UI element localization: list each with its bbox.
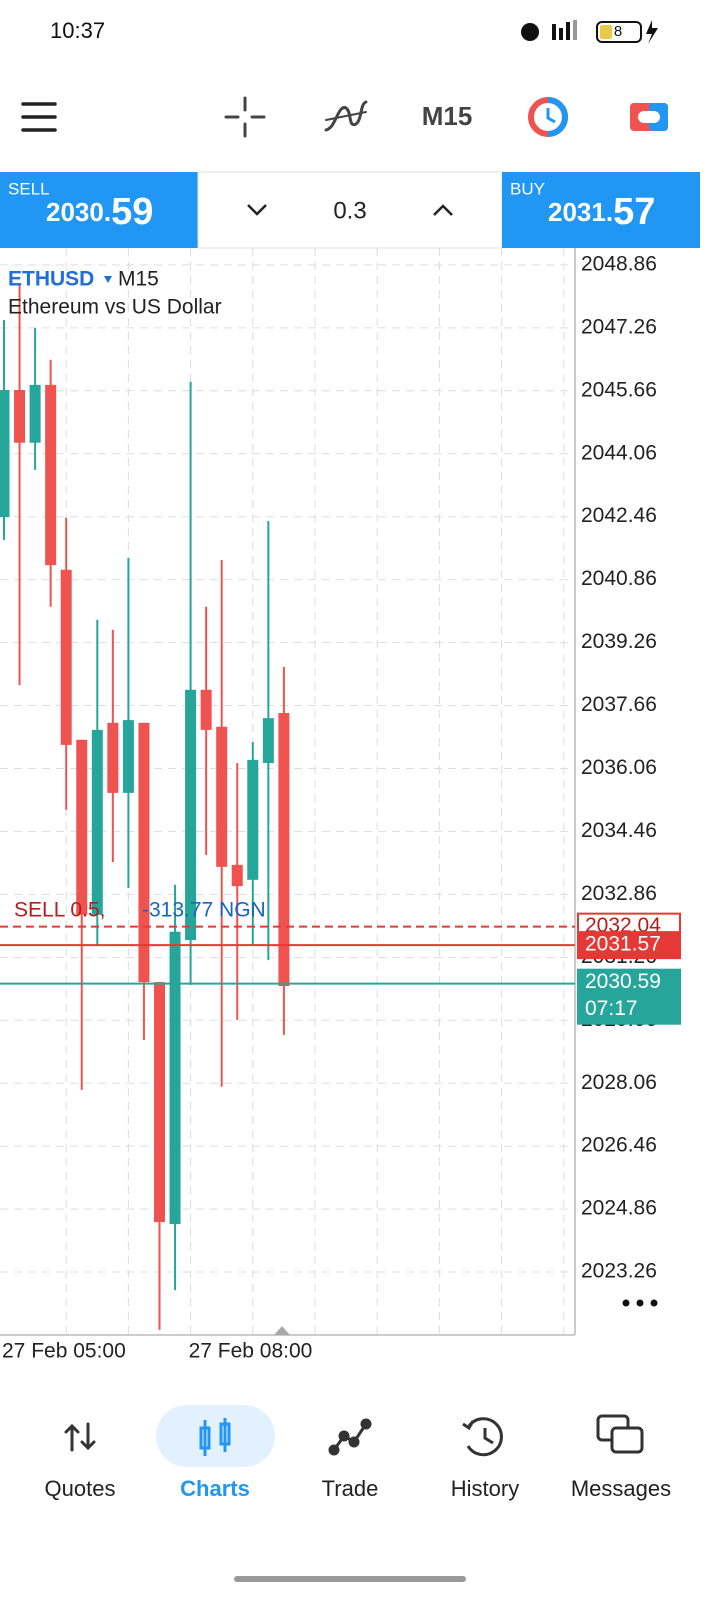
chart: 2048.86 2047.26 2045.66 2044.06 2042.46 2040.… <box>0 248 681 1363</box>
candle-body <box>278 713 290 987</box>
candle-body <box>107 722 119 793</box>
y-tick-label: 2039.26 <box>581 630 657 653</box>
more-button[interactable] <box>622 1299 658 1307</box>
symbol-description: Ethereum vs US Dollar <box>8 296 222 319</box>
y-tick-label: 2047.26 <box>581 315 657 338</box>
sell-label: SELL <box>8 179 50 198</box>
indicators-button[interactable] <box>324 100 368 132</box>
symbol[interactable]: ETHUSD <box>8 268 94 291</box>
y-tick-label: 2045.66 <box>581 378 657 401</box>
candle-body <box>169 931 181 1225</box>
nav-active-pill <box>156 1405 275 1467</box>
sell-button[interactable] <box>0 172 198 248</box>
candle-body <box>231 864 243 887</box>
y-tick-label: 2036.06 <box>581 756 657 779</box>
x-tick-label: 27 Feb 05:00 <box>2 1340 126 1363</box>
battery-level: 8 <box>614 23 622 40</box>
price-badge <box>577 968 681 1025</box>
volume-up[interactable] <box>433 204 453 216</box>
candle-body <box>185 689 197 941</box>
sell-price-main: 2030. <box>46 197 111 227</box>
volume-box <box>197 171 503 249</box>
buy-price: 2031.57 <box>548 191 655 233</box>
price-badge-timer: 07:17 <box>585 997 638 1020</box>
candle-body <box>60 569 72 745</box>
price-badge-value: 2031.57 <box>585 933 661 956</box>
candle-body <box>154 982 165 1223</box>
trade-mode-button[interactable] <box>528 97 568 137</box>
y-tick-label: 2026.46 <box>581 1134 657 1157</box>
buy-label: BUY <box>510 179 545 198</box>
y-tick-label: 2040.86 <box>581 567 657 590</box>
crosshair-button[interactable] <box>224 96 266 138</box>
candle-body <box>216 726 228 867</box>
menu-button[interactable] <box>21 102 57 132</box>
nav-icon-history <box>462 1417 503 1457</box>
y-tick-label: 2034.46 <box>581 819 657 842</box>
order-side: SELL 0.5, <box>14 899 105 922</box>
y-tick-label: 2028.06 <box>581 1071 657 1094</box>
y-tick-label: 2024.86 <box>581 1197 657 1220</box>
symbol-dropdown[interactable] <box>104 276 112 283</box>
candle-body <box>262 718 274 763</box>
bottom-nav: Quotes Charts Trade History Messages <box>45 1476 672 1501</box>
scroll-marker[interactable] <box>274 1326 290 1335</box>
timeframe-button[interactable]: M15 <box>422 101 473 131</box>
buy-price-pips: 57 <box>613 191 655 233</box>
y-tick-label: 2037.66 <box>581 693 657 716</box>
y-tick-label: 2032.86 <box>581 882 657 905</box>
nav-item[interactable]: Charts <box>180 1476 250 1501</box>
candle-body <box>200 689 212 730</box>
sell-price: 2030.59 <box>46 191 153 233</box>
status-time: 10:37 <box>50 18 105 43</box>
y-tick-label: 2048.86 <box>581 252 657 275</box>
volume-down[interactable] <box>247 204 267 216</box>
nav-icon-charts <box>199 1418 231 1456</box>
home-indicator <box>234 1576 466 1582</box>
candle-body <box>45 384 57 566</box>
nav-item[interactable]: History <box>451 1476 519 1501</box>
price-badge <box>577 931 681 960</box>
x-tick-label: 27 Feb 08:00 <box>189 1340 313 1363</box>
volume-value[interactable]: 0.3 <box>333 197 366 224</box>
y-tick-label: 2042.46 <box>581 504 657 527</box>
sell-price-pips: 59 <box>111 191 153 233</box>
nav-item[interactable]: Quotes <box>45 1476 116 1501</box>
nav-item[interactable]: Messages <box>571 1476 671 1501</box>
candle-body <box>138 722 150 983</box>
status-icons <box>521 20 658 44</box>
buy-price-main: 2031. <box>548 197 613 227</box>
candle-body <box>247 759 259 880</box>
y-tick-label: 2023.26 <box>581 1260 657 1283</box>
candle-body <box>14 390 26 443</box>
candle-body <box>76 739 88 915</box>
nav-icon-quotes <box>64 1422 96 1452</box>
candle-body <box>91 729 103 915</box>
candle-body <box>29 384 41 443</box>
nav-icon-messages <box>596 1414 644 1454</box>
nav-icon-trade <box>328 1418 372 1456</box>
candle-body <box>122 720 134 793</box>
buy-button[interactable] <box>502 172 700 248</box>
candle-body <box>0 390 10 518</box>
chart-timeframe: M15 <box>118 268 159 291</box>
one-click-button[interactable] <box>630 103 668 131</box>
nav-item[interactable]: Trade <box>322 1476 379 1501</box>
order-profit: -313.77 NGN <box>142 899 266 922</box>
y-tick-label: 2044.06 <box>581 441 657 464</box>
price-badge-value: 2030.59 <box>585 970 661 993</box>
